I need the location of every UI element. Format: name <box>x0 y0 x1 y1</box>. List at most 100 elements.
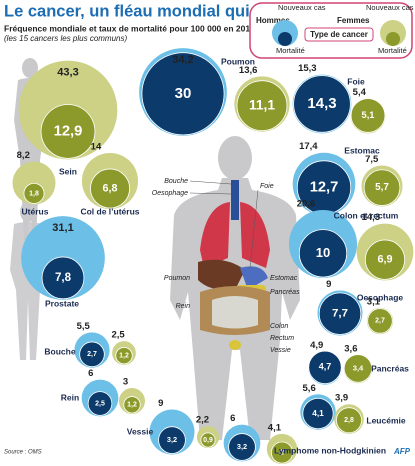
organ-label: Poumon <box>164 275 190 282</box>
new-cases-label: 9 <box>158 398 163 409</box>
cancer-name: Leucémie <box>366 415 405 425</box>
mortality-label: 3,2 <box>237 442 247 451</box>
organ-label: Rectum <box>270 335 294 342</box>
mortality-label: 10 <box>316 245 331 260</box>
mortality-label: 4,7 <box>319 362 331 372</box>
cancer-name: Sein <box>59 166 77 176</box>
new-cases-label: 5,5 <box>77 321 91 332</box>
mortality-bubble <box>350 98 386 133</box>
mortality-bubble <box>87 391 113 416</box>
new-cases-label: 5,6 <box>303 383 316 394</box>
new-cases-label: 5,4 <box>353 87 367 98</box>
new-cases-label: 3,9 <box>335 393 348 404</box>
new-cases-label: 2,5 <box>111 330 125 341</box>
new-cases-label: 4,9 <box>310 340 323 351</box>
organ-label: Foie <box>260 183 274 190</box>
cancer-name: Vessie <box>127 426 154 436</box>
mortality-label: 6,8 <box>103 182 118 194</box>
organ-label: Pancréas <box>270 289 300 296</box>
mortality-bubble <box>343 354 373 383</box>
cancer-name: Pancréas <box>371 363 409 373</box>
mortality-label: 6,9 <box>377 254 392 266</box>
leader <box>189 180 232 185</box>
organ-label: Bouche <box>164 178 188 185</box>
mortality-bubble <box>40 104 96 159</box>
mortality-bubble <box>41 256 85 300</box>
organ-label: Estomac <box>270 275 298 282</box>
cancer-name: Utérus <box>22 206 49 216</box>
mortality-bubble <box>228 433 256 461</box>
mortality-bubble <box>318 292 362 335</box>
mortality-label: 5,1 <box>362 110 375 120</box>
mortality-label: 3,4 <box>353 363 364 372</box>
new-cases-label: 6 <box>230 413 235 424</box>
mortality-label: 12,9 <box>54 123 83 139</box>
mortality-label: 5,7 <box>375 182 389 193</box>
mortality-label: 7,8 <box>55 272 72 284</box>
mortality-label: 12,7 <box>310 179 339 195</box>
leader <box>249 189 259 269</box>
mortality-label: 11,1 <box>249 97 275 112</box>
legend-label: Nouveaux cas <box>366 3 414 12</box>
mortality-label: 0,9 <box>203 437 213 444</box>
mortality-bubble <box>308 350 342 385</box>
mortality-label: 30 <box>175 85 192 102</box>
mortality-label: 2,7 <box>375 318 385 325</box>
mortality-bubble <box>293 75 351 133</box>
new-cases-label: 17,4 <box>299 141 318 152</box>
mortality-label: 2,5 <box>95 400 105 407</box>
cancer-name: Poumon <box>221 56 255 66</box>
mortality-label: 14,3 <box>307 95 336 112</box>
mortality-bubble <box>367 308 393 334</box>
mortality-bubble <box>23 182 45 204</box>
mortality-label: 2,8 <box>344 417 354 424</box>
new-cases-label: 14 <box>91 141 102 152</box>
legend-label: Type de cancer <box>310 30 368 39</box>
new-cases-label: 34,2 <box>172 54 193 66</box>
source: Source : OMS <box>4 450 42 456</box>
legend-label: Hommes <box>256 16 290 25</box>
cancer-name: Foie <box>347 76 365 86</box>
organ-label: Vessie <box>270 347 291 354</box>
mortality-label: 2 <box>280 449 284 456</box>
mortality-bubble <box>236 80 288 132</box>
cancer-name: Oesophage <box>357 292 404 302</box>
mortality-bubble <box>158 426 186 454</box>
new-cases-label: 43,3 <box>57 67 78 79</box>
mortality-bubble <box>364 239 406 280</box>
new-cases-label: 2,2 <box>196 414 209 425</box>
mortality-bubble <box>200 432 216 448</box>
new-cases-label: 31,1 <box>52 222 73 234</box>
new-cases-label: 14,3 <box>362 212 381 223</box>
new-cases-label: 8,2 <box>17 150 30 161</box>
mortality-label: 7,7 <box>332 308 348 320</box>
organ-label: Colon <box>270 323 288 330</box>
cancer-name: Rein <box>61 392 79 402</box>
legend-label: Mortalité <box>378 46 407 55</box>
title: Le cancer, un fléau mondial qui s’étend <box>4 2 312 20</box>
subtitle: Fréquence mondiale et taux de mortalité … <box>4 23 255 33</box>
mortality-label: 4,1 <box>312 408 324 418</box>
new-cases-label: 4,1 <box>268 422 282 433</box>
legend-label: Mortalité <box>276 46 305 55</box>
mortality-bubble <box>270 441 294 464</box>
mortality-label: 1,2 <box>127 402 137 409</box>
legend-swatch <box>278 32 292 46</box>
new-cases-label: 15,3 <box>298 63 317 74</box>
mortality-label: 2,7 <box>87 351 97 358</box>
mortality-bubble <box>79 341 105 367</box>
mortality-bubble <box>336 407 362 434</box>
new-cases-label: 20,6 <box>297 198 316 209</box>
mortality-bubble <box>90 168 130 209</box>
new-cases-label: 3,1 <box>367 296 381 307</box>
new-cases-label: 6 <box>88 368 93 379</box>
cancer-name: Estomac <box>344 145 380 155</box>
mortality-bubble <box>363 169 401 206</box>
cancer-name: Bouche <box>44 346 75 356</box>
cancer-name: Prostate <box>45 298 79 308</box>
mortality-label: 1,2 <box>119 352 129 359</box>
legend-type-box <box>304 27 374 42</box>
credit: AFP <box>393 447 411 456</box>
mortality-bubble <box>302 397 334 430</box>
